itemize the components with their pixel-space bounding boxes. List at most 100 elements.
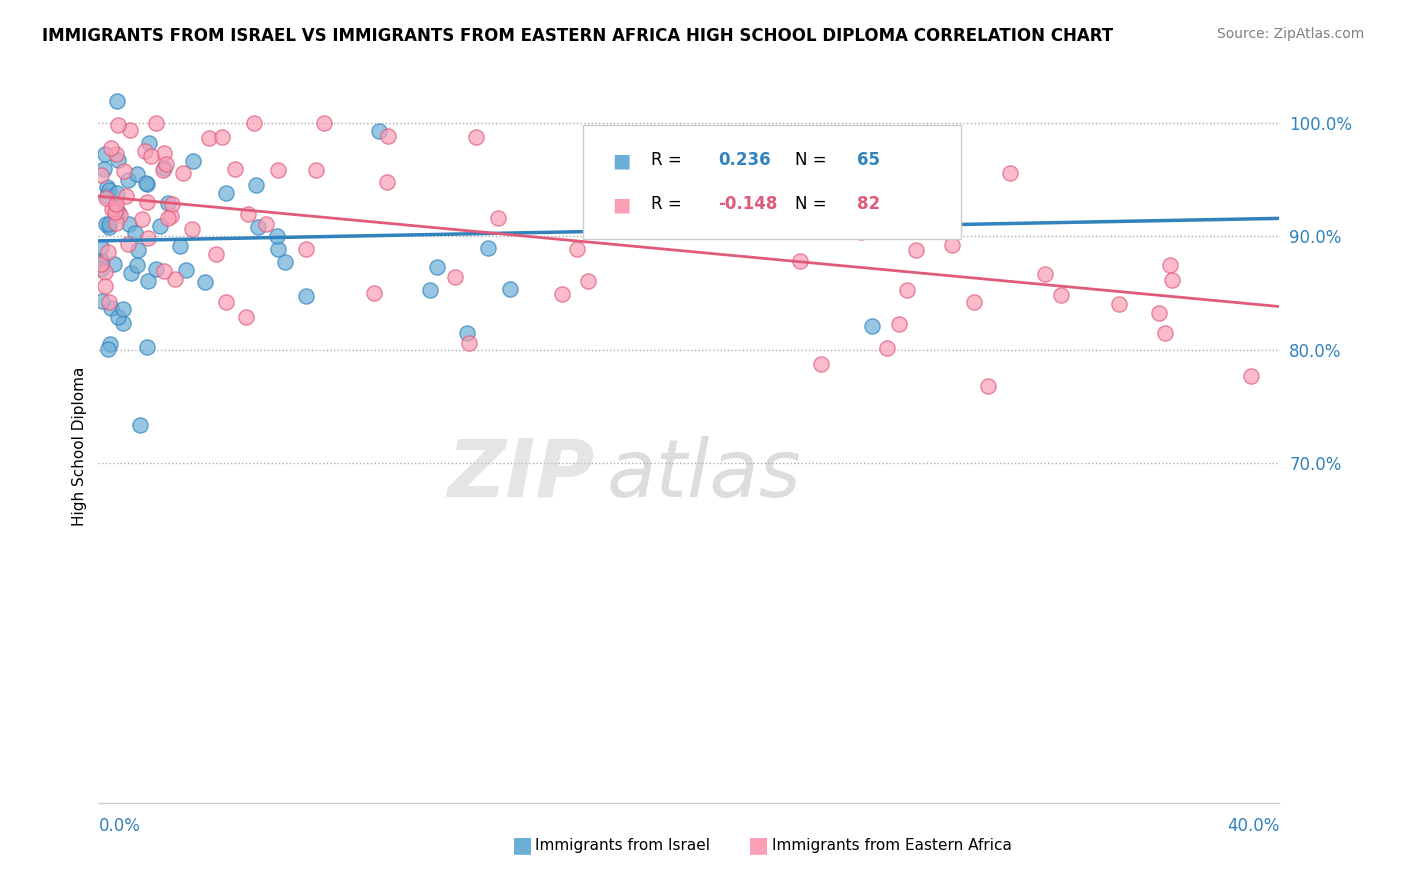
Point — [105, 94, 128, 108]
Point — [172, 166, 194, 180]
Point — [183, 153, 205, 168]
Point — [107, 153, 129, 167]
Text: R =: R = — [651, 195, 688, 213]
Point — [211, 130, 233, 145]
Point — [94, 278, 117, 293]
Point — [941, 238, 963, 252]
Text: -0.148: -0.148 — [718, 195, 778, 213]
Point — [215, 294, 238, 309]
Point — [904, 243, 927, 257]
Point — [477, 240, 499, 254]
Point — [152, 162, 174, 177]
Point — [98, 336, 121, 351]
Point — [117, 172, 139, 186]
Point — [876, 341, 898, 355]
Point — [1160, 273, 1182, 287]
Point — [157, 196, 180, 211]
Point — [136, 274, 159, 288]
Point — [457, 336, 479, 351]
Point — [97, 244, 120, 259]
Point — [160, 209, 183, 223]
Point — [129, 418, 152, 433]
Text: atlas: atlas — [606, 435, 801, 514]
Point — [486, 211, 509, 225]
FancyBboxPatch shape — [582, 125, 960, 239]
Point — [314, 116, 336, 130]
Point — [90, 257, 112, 271]
Text: ■: ■ — [748, 836, 769, 855]
Point — [90, 252, 112, 267]
Point — [551, 286, 574, 301]
Point — [235, 310, 257, 325]
Point — [134, 144, 156, 158]
Point — [105, 215, 128, 229]
Point — [761, 209, 783, 223]
Point — [215, 186, 238, 200]
Point — [125, 167, 148, 181]
Point — [998, 166, 1021, 180]
Point — [97, 342, 120, 356]
Point — [464, 129, 486, 144]
Point — [135, 176, 157, 190]
Point — [155, 157, 177, 171]
Point — [138, 136, 160, 150]
Point — [149, 219, 172, 233]
Point — [849, 225, 872, 239]
Point — [90, 255, 112, 269]
Point — [100, 141, 122, 155]
Point — [1240, 368, 1263, 383]
Text: Immigrants from Israel: Immigrants from Israel — [536, 838, 710, 853]
Point — [139, 148, 162, 162]
Point — [896, 283, 918, 297]
Point — [842, 194, 865, 209]
Point — [152, 264, 174, 278]
Point — [112, 164, 135, 178]
Point — [377, 175, 399, 189]
Text: ■: ■ — [612, 151, 630, 170]
Point — [565, 242, 588, 256]
Point — [245, 178, 267, 193]
Point — [124, 227, 146, 241]
Point — [499, 282, 522, 296]
Point — [98, 217, 121, 231]
Point — [120, 122, 142, 136]
Point — [97, 294, 120, 309]
Text: 82: 82 — [856, 195, 880, 213]
Point — [111, 301, 134, 316]
Point — [1108, 297, 1130, 311]
Point — [576, 274, 599, 288]
Point — [96, 189, 118, 203]
Text: N =: N = — [796, 151, 832, 169]
Point — [96, 179, 118, 194]
Point — [105, 197, 128, 211]
Point — [194, 275, 217, 289]
Point — [198, 131, 221, 145]
Point — [810, 357, 832, 371]
Point — [96, 218, 118, 232]
Point — [114, 189, 136, 203]
Point — [267, 162, 290, 177]
Point — [273, 254, 295, 268]
Point — [893, 206, 915, 220]
Point — [242, 116, 264, 130]
Point — [90, 239, 112, 253]
Point — [1159, 258, 1181, 272]
Point — [105, 202, 128, 216]
Point — [377, 129, 399, 144]
Point — [898, 197, 921, 211]
Point — [1149, 306, 1171, 320]
Point — [91, 294, 114, 309]
Point — [105, 186, 128, 200]
Point — [112, 316, 135, 330]
Point — [96, 191, 118, 205]
Point — [887, 318, 910, 332]
Point — [103, 257, 125, 271]
Point — [977, 379, 1000, 393]
Point — [107, 205, 129, 219]
Point — [136, 340, 159, 354]
Point — [163, 271, 186, 285]
Point — [623, 128, 645, 143]
Point — [596, 162, 619, 177]
Point — [368, 124, 391, 138]
Point — [157, 211, 180, 225]
